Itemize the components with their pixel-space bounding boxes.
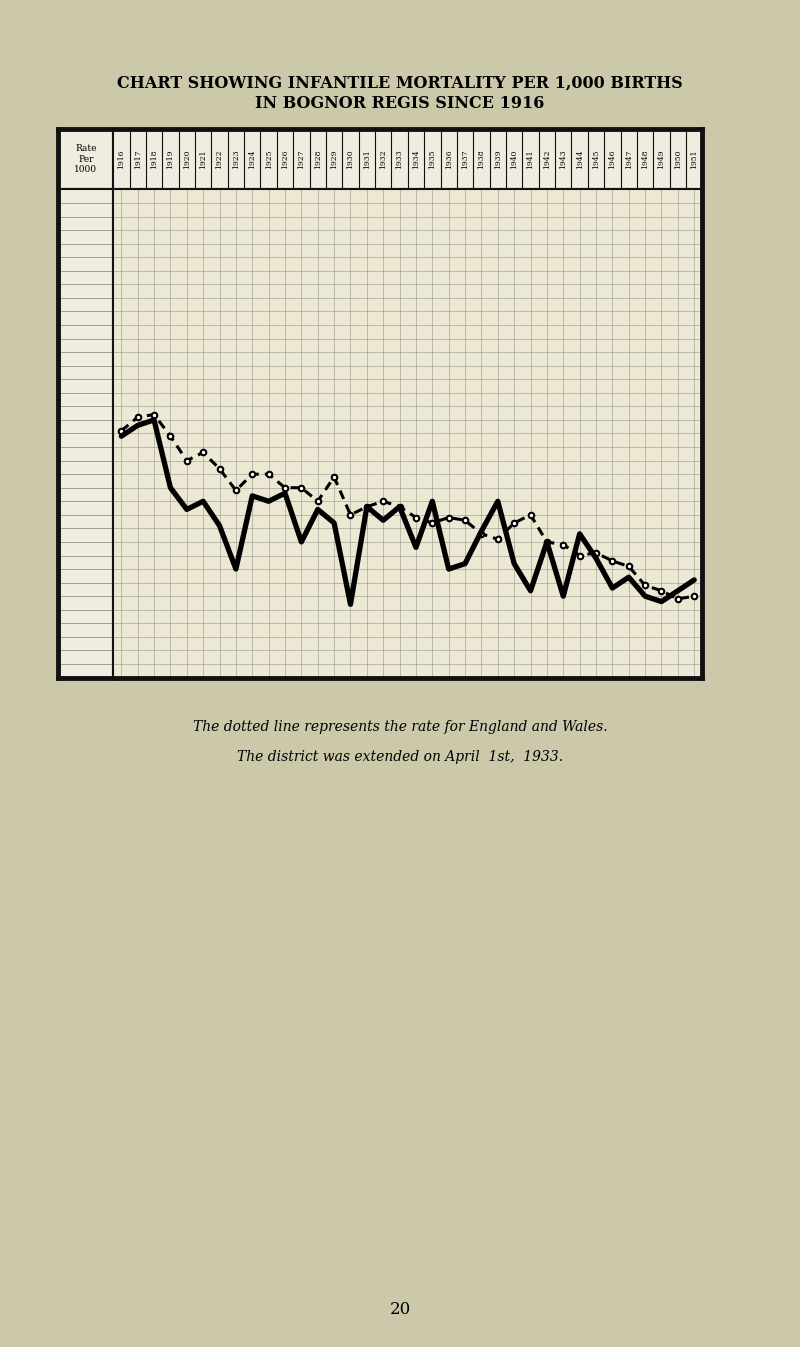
Text: 1926: 1926 xyxy=(281,150,289,170)
Text: Rate
Per
1000: Rate Per 1000 xyxy=(74,144,98,174)
Text: 1927: 1927 xyxy=(298,150,306,170)
Text: 1946: 1946 xyxy=(608,150,616,170)
Text: IN BOGNOR REGIS SINCE 1916: IN BOGNOR REGIS SINCE 1916 xyxy=(255,94,545,112)
Text: 1923: 1923 xyxy=(232,150,240,170)
Text: 1929: 1929 xyxy=(330,150,338,170)
Text: 1937: 1937 xyxy=(461,150,469,170)
Text: 1945: 1945 xyxy=(592,150,600,170)
Text: 1936: 1936 xyxy=(445,150,453,170)
Text: 1941: 1941 xyxy=(526,150,534,170)
Text: 1939: 1939 xyxy=(494,150,502,170)
Text: 1949: 1949 xyxy=(658,150,666,170)
Text: 1938: 1938 xyxy=(478,150,486,170)
Text: 1919: 1919 xyxy=(166,150,174,170)
Text: The dotted line represents the rate for England and Wales.: The dotted line represents the rate for … xyxy=(193,721,607,734)
Text: 1921: 1921 xyxy=(199,150,207,170)
Text: 1918: 1918 xyxy=(150,150,158,170)
Text: 1942: 1942 xyxy=(543,150,551,170)
Text: 20: 20 xyxy=(390,1301,410,1317)
Text: 1940: 1940 xyxy=(510,150,518,170)
Text: CHART SHOWING INFANTILE MORTALITY PER 1,000 BIRTHS: CHART SHOWING INFANTILE MORTALITY PER 1,… xyxy=(117,74,683,92)
Text: 1943: 1943 xyxy=(559,150,567,170)
Text: 1924: 1924 xyxy=(248,150,256,170)
Text: 1932: 1932 xyxy=(379,150,387,170)
Text: 1948: 1948 xyxy=(641,150,649,170)
Text: 1950: 1950 xyxy=(674,150,682,170)
Text: 1931: 1931 xyxy=(363,150,371,170)
Text: 1934: 1934 xyxy=(412,150,420,170)
Text: 1917: 1917 xyxy=(134,150,142,170)
Text: 1944: 1944 xyxy=(576,150,584,170)
Text: 1930: 1930 xyxy=(346,150,354,170)
Text: 1916: 1916 xyxy=(118,150,126,170)
Text: 1935: 1935 xyxy=(428,150,436,170)
Text: 1933: 1933 xyxy=(395,150,403,170)
Text: 1928: 1928 xyxy=(314,150,322,170)
Text: The district was extended on April  1st,  1933.: The district was extended on April 1st, … xyxy=(237,750,563,764)
Text: 1920: 1920 xyxy=(182,150,190,170)
Text: 1922: 1922 xyxy=(215,150,223,170)
Text: 1925: 1925 xyxy=(265,150,273,170)
Text: 1951: 1951 xyxy=(690,150,698,170)
Text: 1947: 1947 xyxy=(625,150,633,170)
